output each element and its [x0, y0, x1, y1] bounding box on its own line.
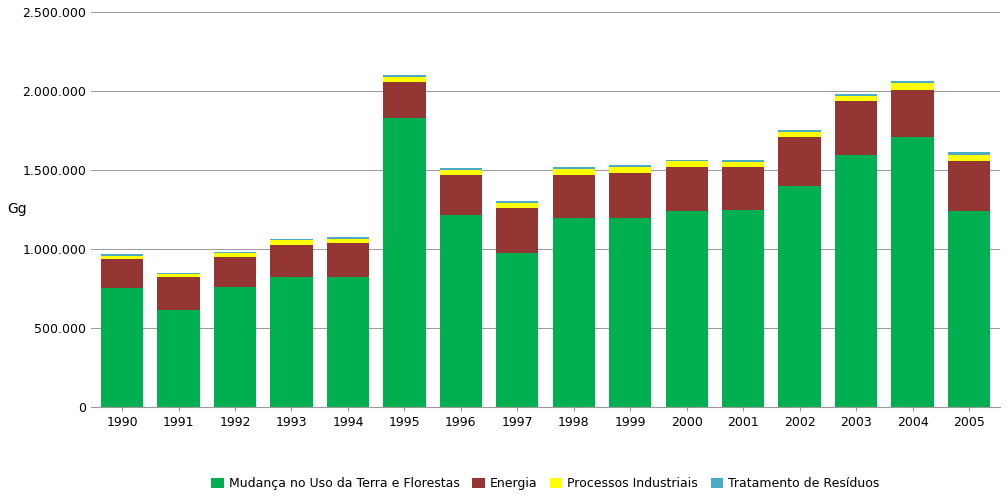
Bar: [722, 167, 764, 210]
Bar: [666, 160, 708, 162]
Bar: [891, 81, 933, 83]
Bar: [609, 218, 652, 407]
Bar: [835, 155, 877, 407]
Bar: [326, 243, 370, 277]
Bar: [326, 237, 370, 239]
Bar: [609, 173, 652, 218]
Bar: [157, 273, 199, 274]
Bar: [213, 257, 256, 288]
Bar: [948, 211, 990, 407]
Bar: [384, 75, 426, 77]
Bar: [440, 170, 482, 175]
Bar: [101, 259, 143, 288]
Bar: [270, 277, 312, 407]
Bar: [722, 210, 764, 407]
Bar: [666, 168, 708, 211]
Bar: [948, 155, 990, 161]
Bar: [891, 83, 933, 90]
Bar: [609, 165, 652, 167]
Bar: [101, 288, 143, 407]
Bar: [440, 175, 482, 215]
Bar: [440, 168, 482, 170]
Bar: [948, 152, 990, 155]
Bar: [326, 239, 370, 243]
Bar: [891, 90, 933, 137]
Y-axis label: Gg: Gg: [7, 202, 26, 216]
Bar: [496, 253, 539, 407]
Bar: [384, 77, 426, 82]
Bar: [835, 101, 877, 155]
Bar: [157, 274, 199, 277]
Bar: [553, 167, 595, 169]
Bar: [270, 241, 312, 245]
Bar: [891, 137, 933, 407]
Bar: [835, 94, 877, 96]
Bar: [609, 167, 652, 173]
Bar: [384, 118, 426, 407]
Bar: [101, 255, 143, 259]
Bar: [778, 137, 821, 186]
Bar: [553, 169, 595, 175]
Bar: [270, 245, 312, 277]
Bar: [553, 218, 595, 407]
Bar: [270, 239, 312, 241]
Bar: [778, 130, 821, 132]
Bar: [666, 162, 708, 168]
Bar: [213, 251, 256, 253]
Bar: [778, 186, 821, 407]
Bar: [213, 288, 256, 407]
Bar: [157, 310, 199, 407]
Bar: [384, 82, 426, 118]
Bar: [440, 215, 482, 407]
Bar: [666, 211, 708, 407]
Bar: [722, 162, 764, 167]
Bar: [835, 96, 877, 101]
Bar: [213, 253, 256, 257]
Bar: [722, 160, 764, 162]
Bar: [496, 201, 539, 203]
Bar: [496, 208, 539, 253]
Legend: Mudança no Uso da Terra e Florestas, Energia, Processos Industriais, Tratamento : Mudança no Uso da Terra e Florestas, Ene…: [206, 472, 884, 495]
Bar: [948, 161, 990, 211]
Bar: [157, 277, 199, 310]
Bar: [496, 203, 539, 208]
Bar: [778, 132, 821, 137]
Bar: [101, 254, 143, 255]
Bar: [553, 175, 595, 218]
Bar: [326, 277, 370, 407]
